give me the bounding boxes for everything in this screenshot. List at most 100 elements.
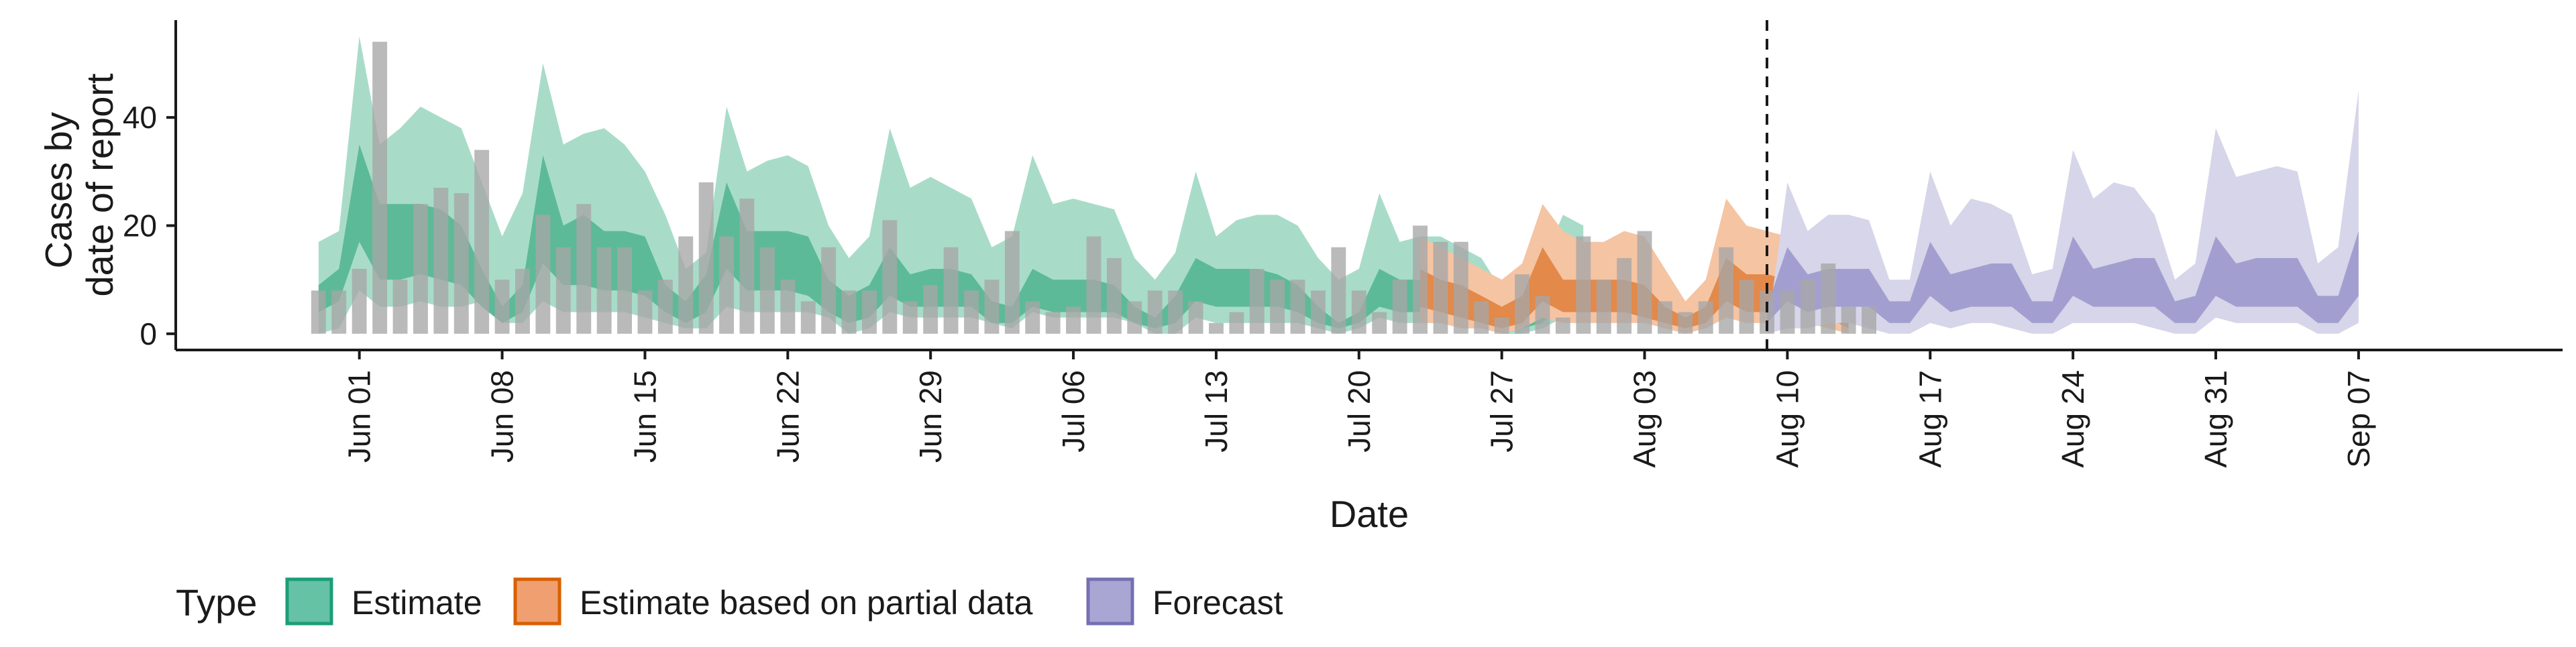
observed-case-bar [1637, 231, 1652, 334]
x-tick-label: Jun 01 [342, 370, 377, 463]
legend-swatch [1086, 577, 1134, 626]
observed-case-bar [515, 269, 530, 334]
observed-case-bar [372, 42, 388, 334]
observed-case-bar [943, 247, 959, 334]
observed-case-bar [1066, 306, 1081, 334]
legend-title: Type [176, 581, 257, 624]
observed-case-bar [1576, 236, 1591, 334]
y-axis-title-line-1: Cases by [37, 112, 79, 268]
observed-case-bar [1780, 290, 1795, 334]
bar-layer [311, 42, 1876, 334]
estimate-band-50 [318, 144, 1584, 329]
legend-label: Estimate [352, 584, 482, 622]
observed-case-bar [1617, 257, 1632, 334]
observed-case-bar [331, 290, 347, 334]
x-tick-label: Jul 13 [1199, 370, 1234, 453]
observed-case-bar [1413, 225, 1428, 334]
observed-case-bar [1433, 241, 1448, 334]
observed-case-bar [1086, 236, 1102, 334]
observed-case-bar [413, 204, 428, 334]
observed-case-bar [1188, 301, 1203, 334]
legend-label: Estimate based on partial data [580, 584, 1033, 622]
observed-case-bar [984, 280, 1000, 334]
y-tick-label: 20 [123, 208, 157, 243]
observed-case-bar [739, 198, 755, 334]
observed-case-bar [555, 247, 571, 334]
observed-case-bar [821, 247, 837, 334]
observed-case-bar [1249, 269, 1265, 334]
observed-case-bar [698, 182, 714, 334]
observed-case-bar [1147, 290, 1163, 334]
observed-case-bar [841, 290, 857, 334]
forecast-band-50 [1767, 231, 2359, 323]
y-tick-label: 0 [140, 316, 157, 351]
y-ticks: 0 20 40 [123, 100, 176, 351]
observed-case-bar [1678, 312, 1693, 334]
observed-case-bar [1270, 280, 1285, 334]
observed-case-bar [862, 290, 877, 334]
x-tick-label: Aug 10 [1770, 370, 1805, 468]
observed-case-bar [1800, 280, 1815, 334]
observed-case-bar [1862, 306, 1876, 334]
x-tick-label: Aug 24 [2055, 370, 2090, 468]
legend-swatch [513, 577, 561, 626]
observed-case-bar [780, 280, 796, 334]
observed-case-bar [433, 188, 449, 334]
x-tick-label: Aug 03 [1627, 370, 1662, 468]
x-tick-label: Jul 06 [1056, 370, 1091, 453]
observed-case-bar [596, 247, 612, 334]
observed-case-bar [1045, 312, 1061, 334]
observed-case-bar [1168, 290, 1183, 334]
legend-swatch [285, 577, 333, 626]
x-tick-label: Jul 20 [1342, 370, 1377, 453]
observed-case-bar [637, 290, 653, 334]
observed-case-bar [1841, 306, 1856, 334]
observed-case-bar [1535, 296, 1550, 334]
observed-case-bar [535, 215, 551, 334]
observed-case-bar [1025, 301, 1040, 334]
observed-case-bar [617, 247, 632, 334]
x-axis-title: Date [1330, 493, 1409, 535]
x-ticks: Jun 01 Jun 08 Jun 15 Jun 22 Jun 29 Jul 06 Jul … [342, 350, 2376, 468]
observed-case-bar [800, 301, 816, 334]
observed-case-bar [1555, 317, 1570, 334]
observed-case-bar [1004, 231, 1020, 334]
x-tick-label: Jul 27 [1485, 370, 1519, 453]
observed-case-bar [1229, 312, 1244, 334]
observed-case-bar [1474, 301, 1489, 334]
x-tick-label: Jun 08 [485, 370, 520, 463]
y-tick-label: 40 [123, 100, 157, 135]
y-axis-title: Cases by date of report [37, 73, 121, 297]
observed-case-bar [1372, 312, 1387, 334]
observed-case-bar [657, 280, 673, 334]
legend: Type Estimate Estimate based on partial d… [176, 577, 1283, 626]
observed-case-bar [923, 285, 938, 334]
x-tick-label: Sep 07 [2341, 370, 2376, 468]
x-tick-label: Aug 17 [1913, 370, 1947, 468]
observed-case-bar [1658, 301, 1672, 334]
observed-case-bar [1515, 274, 1529, 334]
observed-case-bar [1106, 257, 1122, 334]
observed-case-bar [964, 290, 979, 334]
x-tick-label: Jun 22 [770, 370, 805, 463]
observed-case-bar [759, 247, 775, 334]
observed-case-bar [1127, 301, 1142, 334]
observed-case-bar [1290, 280, 1305, 334]
observed-case-bar [1739, 280, 1754, 334]
observed-case-bar [1311, 290, 1326, 334]
observed-case-bar [392, 280, 408, 334]
y-axis-title-line-2: date of report [78, 73, 121, 297]
observed-case-bar [474, 150, 490, 334]
observed-case-bar [1331, 247, 1346, 334]
observed-case-bar [494, 280, 510, 334]
observed-case-bar [882, 220, 898, 334]
observed-case-bar [576, 204, 592, 334]
observed-case-bar [453, 193, 469, 334]
observed-case-bar [1698, 301, 1713, 334]
observed-case-bar [311, 290, 326, 334]
observed-case-bar [352, 269, 367, 334]
axes-layer [174, 20, 2563, 351]
observed-case-bar [678, 236, 694, 334]
